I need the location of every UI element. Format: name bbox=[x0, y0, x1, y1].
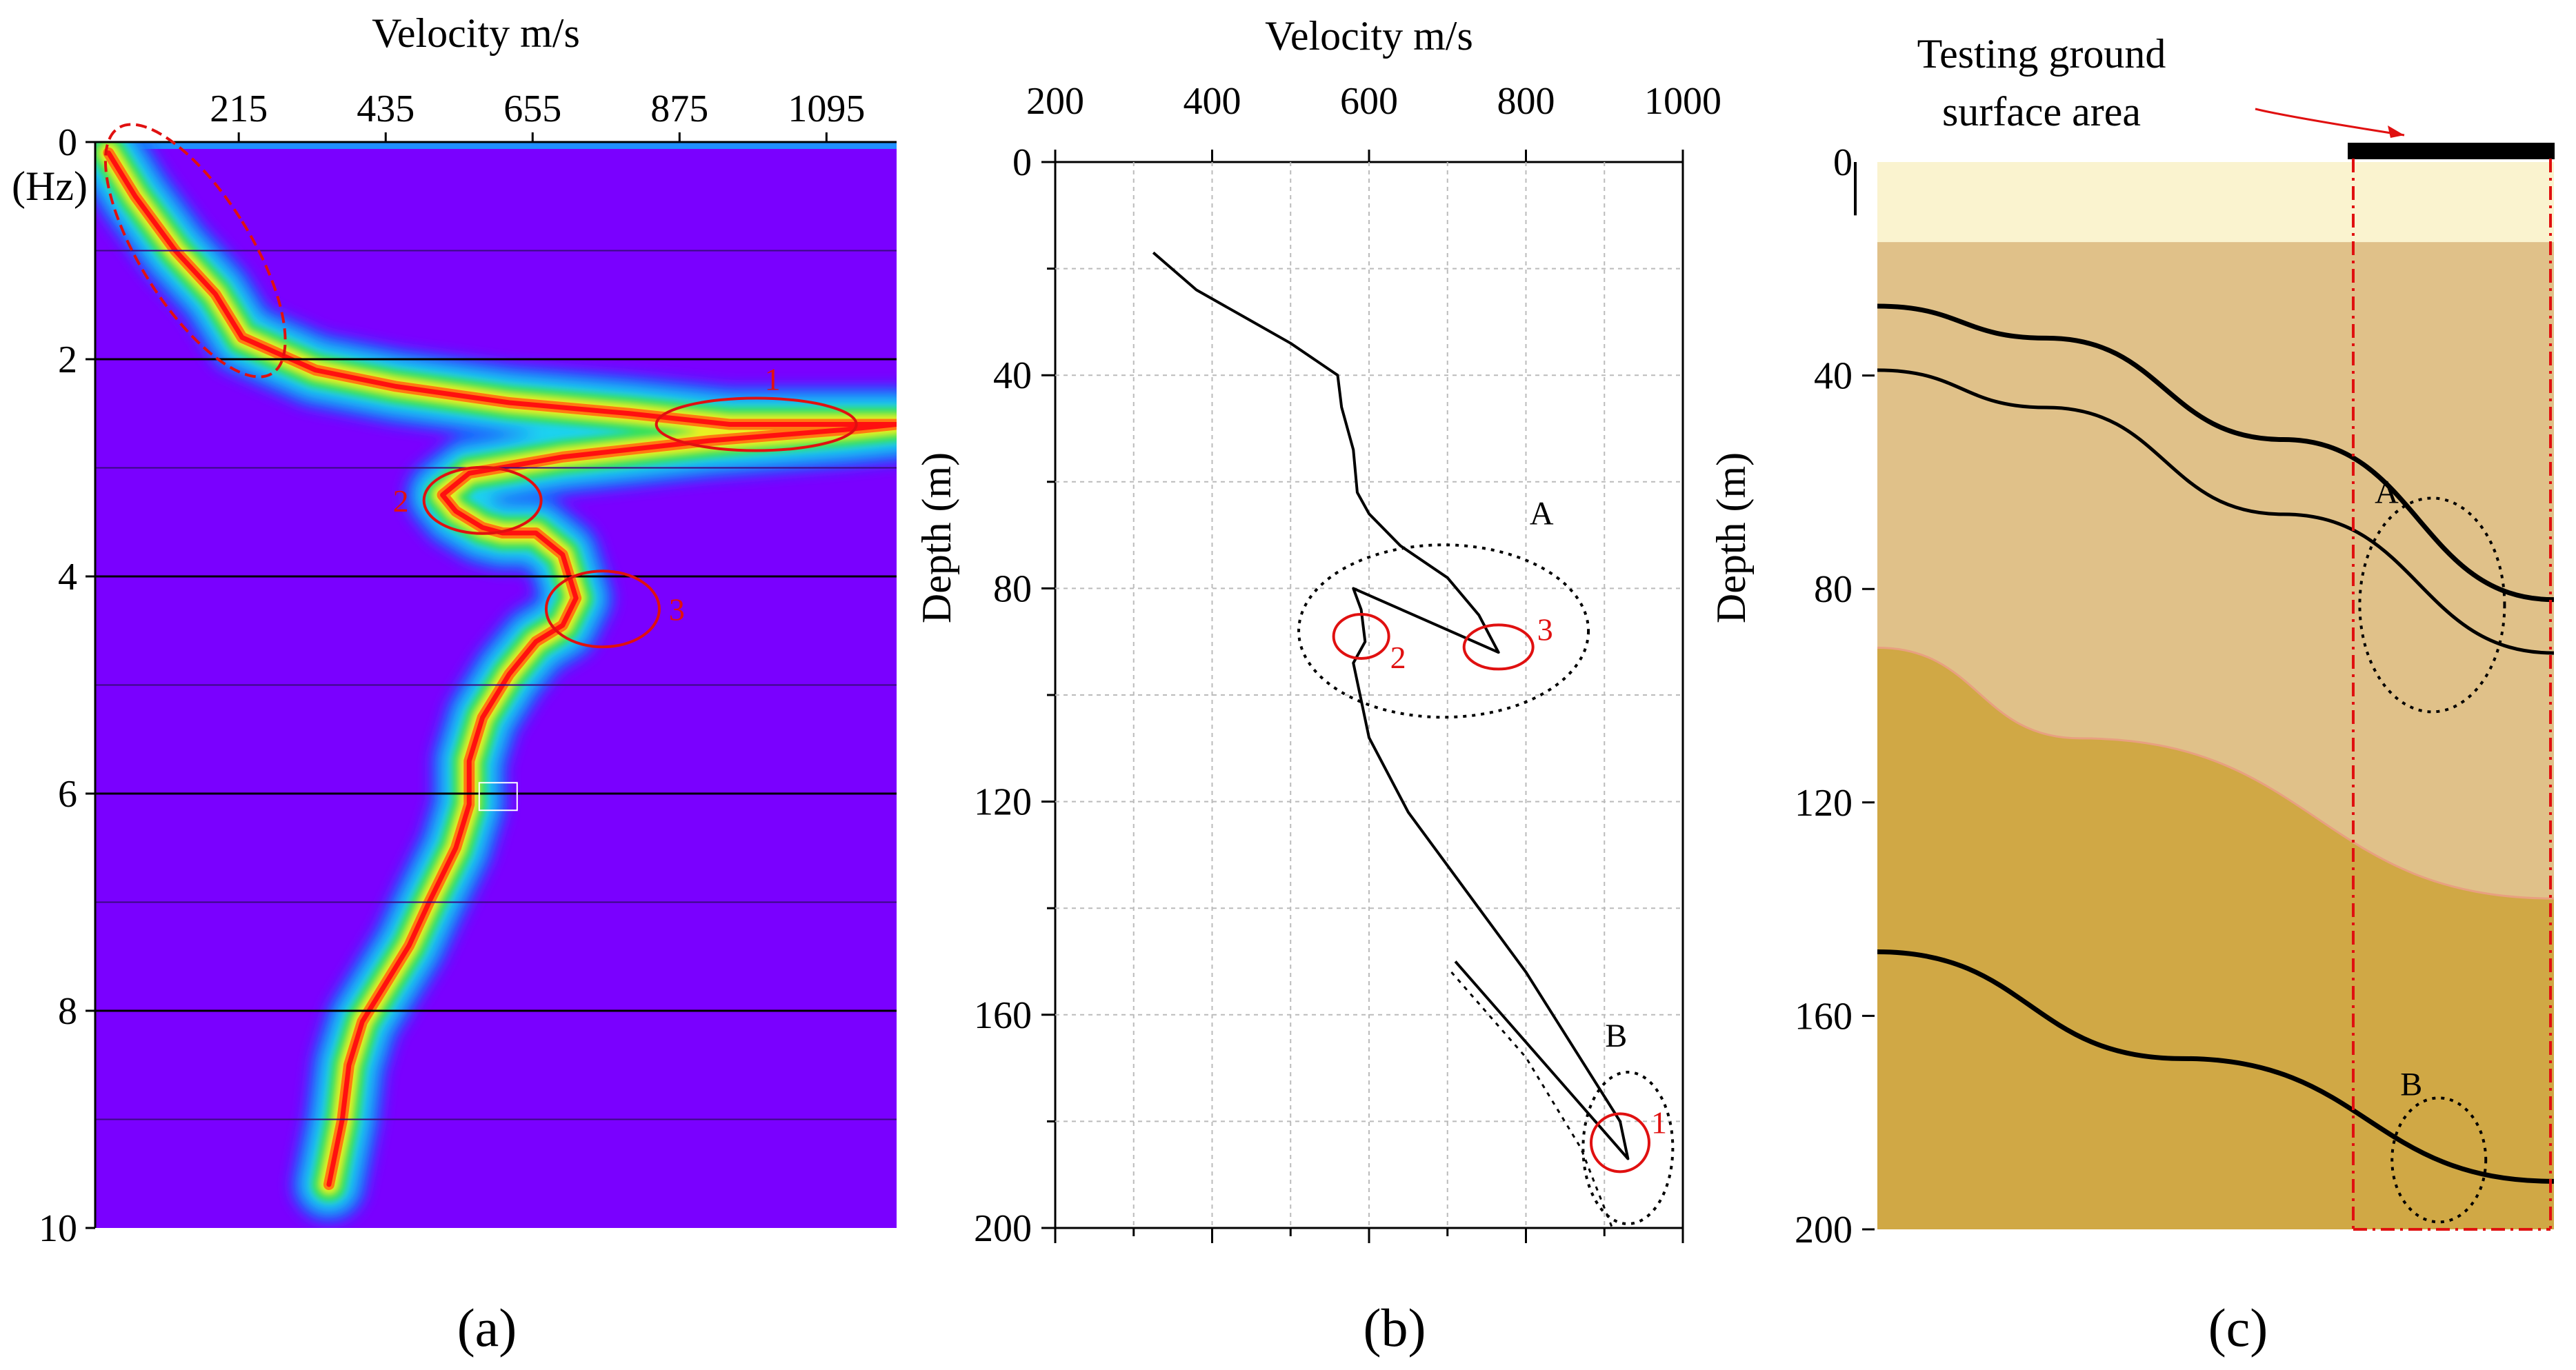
label-pointer-arrowhead bbox=[2388, 125, 2404, 138]
section-y-axis-title: Depth (m) bbox=[1708, 452, 1754, 623]
profile-marker-1-label: 1 bbox=[1651, 1105, 1667, 1140]
section-zone-a-label: A bbox=[2375, 474, 2399, 510]
interface-line-3 bbox=[1877, 949, 2555, 1184]
spectrum-marker-3 bbox=[544, 570, 661, 649]
profile-y-tick-label: 200 bbox=[974, 1207, 1032, 1250]
section-y-tick-label: 0 bbox=[1833, 141, 1853, 184]
interface-line-1 bbox=[1877, 368, 2555, 655]
low-frequency-dashed-ellipse bbox=[103, 123, 287, 379]
spectrum-marker-1-label: 1 bbox=[765, 362, 781, 397]
spectrum-y-tick-label: 10 bbox=[39, 1207, 77, 1250]
profile-velocity-line bbox=[1152, 251, 1630, 1160]
profile-y-tick-label: 40 bbox=[993, 354, 1032, 397]
lower-rock-layer bbox=[1877, 647, 2554, 1229]
profile-y-tick-label: 120 bbox=[974, 781, 1032, 824]
label-pointer-arrow bbox=[2255, 108, 2405, 137]
profile-x-ticks: 200 400 600 800 1000 bbox=[1026, 80, 1721, 1243]
spectrum-x-tick-label: 1095 bbox=[788, 88, 865, 130]
profile-annotations: A B 1 2 3 bbox=[1297, 496, 1675, 1226]
spectrum-marker-2 bbox=[422, 465, 543, 535]
profile-zone-a-ellipse bbox=[1297, 543, 1590, 719]
section-label-line1: Testing ground bbox=[1917, 31, 2166, 77]
geological-interfaces bbox=[1877, 303, 2555, 1184]
spectrum-marker-1 bbox=[655, 396, 858, 452]
spectrum-y-tick-label: 6 bbox=[58, 773, 77, 816]
section-y-tick-label: 120 bbox=[1795, 782, 1853, 825]
spectrum-marker-2-label: 2 bbox=[393, 483, 409, 518]
profile-series bbox=[1152, 251, 1630, 1229]
ridge-band-5 bbox=[106, 150, 897, 1187]
spectrum-annotations: 1 2 3 bbox=[103, 123, 858, 812]
spectrum-y-axis-unit: (Hz) bbox=[12, 163, 88, 209]
profile-gridlines bbox=[1055, 162, 1683, 1228]
spectrum-x-ticks: 215 435 655 875 1095 bbox=[210, 88, 865, 142]
profile-marker-2-label: 2 bbox=[1390, 640, 1406, 675]
panel-label-a: (a) bbox=[457, 1298, 517, 1358]
profile-y-ticks: 0 40 80 120 160 200 bbox=[974, 141, 1055, 1250]
profile-x-tick-label: 200 bbox=[1026, 80, 1084, 123]
interface-line-0 bbox=[1877, 303, 2555, 603]
profile-zone-b-label: B bbox=[1605, 1018, 1627, 1054]
spectrum-y-tick-label: 2 bbox=[58, 339, 77, 381]
section-zone-b-label: B bbox=[2400, 1066, 2422, 1102]
profile-y-axis-title: Depth (m) bbox=[914, 452, 959, 623]
profile-y-tick-label: 0 bbox=[1012, 141, 1032, 184]
spectrum-frequency-gridlines bbox=[94, 141, 897, 1228]
section-y-tick-label: 200 bbox=[1795, 1209, 1853, 1251]
section-zone-b-ellipse bbox=[2390, 1096, 2488, 1224]
panel-b-velocity-profile: 200 400 600 800 1000 0 40 80 120 160 200 A B 1 2 3 Ve… bbox=[914, 13, 1721, 1358]
spectrum-marker-3-label: 3 bbox=[669, 592, 685, 627]
testing-zone bbox=[2255, 108, 2555, 1231]
profile-zone-a-label: A bbox=[1530, 496, 1554, 532]
spectrum-x-tick-label: 655 bbox=[503, 88, 561, 130]
spectrum-y-tick-label: 8 bbox=[58, 990, 77, 1033]
profile-y-tick-label: 160 bbox=[974, 994, 1032, 1037]
profile-dotted-trend bbox=[1450, 971, 1614, 1229]
panel-label-c: (c) bbox=[2208, 1298, 2268, 1358]
profile-x-tick-label: 1000 bbox=[1644, 80, 1721, 123]
section-y-ticks: 0 40 80 120 160 200 bbox=[1795, 141, 1875, 1251]
spectrum-x-axis-title: Velocity m/s bbox=[372, 10, 580, 56]
testing-ground-surface-bar bbox=[2348, 143, 2555, 159]
section-label-line2: surface area bbox=[1942, 89, 2141, 134]
spectrum-white-box bbox=[478, 782, 518, 812]
spectrum-y-tick-label: 4 bbox=[58, 556, 77, 598]
section-zone-a-ellipse bbox=[2358, 496, 2506, 714]
profile-x-tick-label: 800 bbox=[1497, 80, 1555, 123]
section-y-tick-label: 40 bbox=[1814, 355, 1853, 398]
section-y-tick-label: 80 bbox=[1814, 568, 1853, 611]
panel-label-b: (b) bbox=[1364, 1298, 1426, 1358]
spectrum-top-band bbox=[95, 142, 897, 149]
spectrum-x-tick-label: 875 bbox=[650, 88, 708, 130]
spectrum-x-tick-label: 215 bbox=[210, 88, 268, 130]
surface-soil-layer bbox=[1877, 162, 2554, 243]
profile-x-axis-title: Velocity m/s bbox=[1265, 13, 1473, 59]
profile-marker-3 bbox=[1462, 623, 1535, 671]
layer-contact-line bbox=[1877, 646, 2555, 900]
profile-y-tick-label: 80 bbox=[993, 567, 1032, 610]
profile-x-tick-label: 400 bbox=[1184, 80, 1241, 123]
geological-layers bbox=[1877, 162, 2555, 1230]
section-y-tick-label: 160 bbox=[1795, 995, 1853, 1038]
profile-marker-3-label: 3 bbox=[1537, 612, 1553, 647]
spectrum-y-tick-label: 0 bbox=[58, 121, 77, 164]
profile-x-tick-label: 600 bbox=[1340, 80, 1398, 123]
section-annotations: AB bbox=[2358, 474, 2506, 1224]
spectrum-y-ticks: 0 2 4 6 8 10 bbox=[39, 121, 95, 1250]
profile-zone-b-ellipse bbox=[1581, 1071, 1675, 1226]
spectrum-energy-ridge bbox=[95, 142, 897, 1228]
profile-marker-1 bbox=[1590, 1112, 1650, 1173]
profile-marker-2 bbox=[1332, 612, 1390, 660]
spectrum-x-tick-label: 435 bbox=[357, 88, 415, 130]
